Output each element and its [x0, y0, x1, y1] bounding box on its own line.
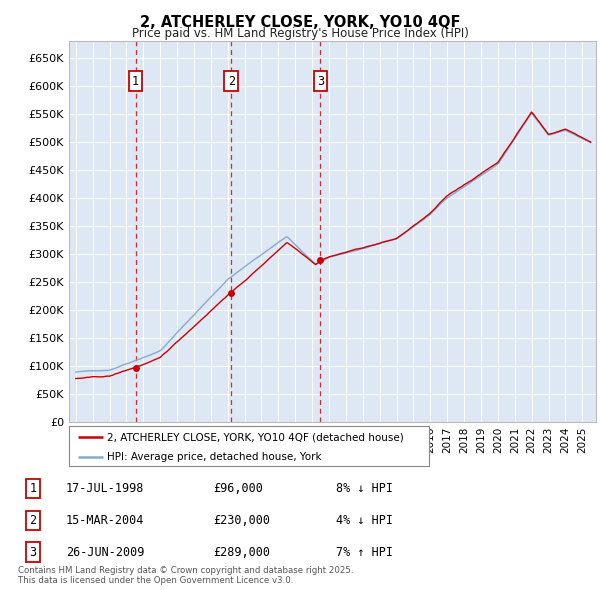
Text: 7% ↑ HPI: 7% ↑ HPI — [336, 546, 393, 559]
Text: £96,000: £96,000 — [213, 482, 263, 495]
Text: 4% ↓ HPI: 4% ↓ HPI — [336, 514, 393, 527]
Text: 1: 1 — [29, 482, 37, 495]
Text: 3: 3 — [29, 546, 37, 559]
Text: 1: 1 — [132, 75, 139, 88]
Text: 8% ↓ HPI: 8% ↓ HPI — [336, 482, 393, 495]
Text: 2: 2 — [29, 514, 37, 527]
Text: 2, ATCHERLEY CLOSE, YORK, YO10 4QF: 2, ATCHERLEY CLOSE, YORK, YO10 4QF — [140, 15, 460, 30]
Text: £289,000: £289,000 — [213, 546, 270, 559]
Text: 17-JUL-1998: 17-JUL-1998 — [66, 482, 145, 495]
Text: 26-JUN-2009: 26-JUN-2009 — [66, 546, 145, 559]
Text: Contains HM Land Registry data © Crown copyright and database right 2025.
This d: Contains HM Land Registry data © Crown c… — [18, 566, 353, 585]
Text: 15-MAR-2004: 15-MAR-2004 — [66, 514, 145, 527]
Text: 2: 2 — [227, 75, 235, 88]
Text: HPI: Average price, detached house, York: HPI: Average price, detached house, York — [107, 453, 322, 463]
Text: £230,000: £230,000 — [213, 514, 270, 527]
Text: 3: 3 — [317, 75, 324, 88]
Text: 2, ATCHERLEY CLOSE, YORK, YO10 4QF (detached house): 2, ATCHERLEY CLOSE, YORK, YO10 4QF (deta… — [107, 432, 404, 442]
Text: Price paid vs. HM Land Registry's House Price Index (HPI): Price paid vs. HM Land Registry's House … — [131, 27, 469, 40]
